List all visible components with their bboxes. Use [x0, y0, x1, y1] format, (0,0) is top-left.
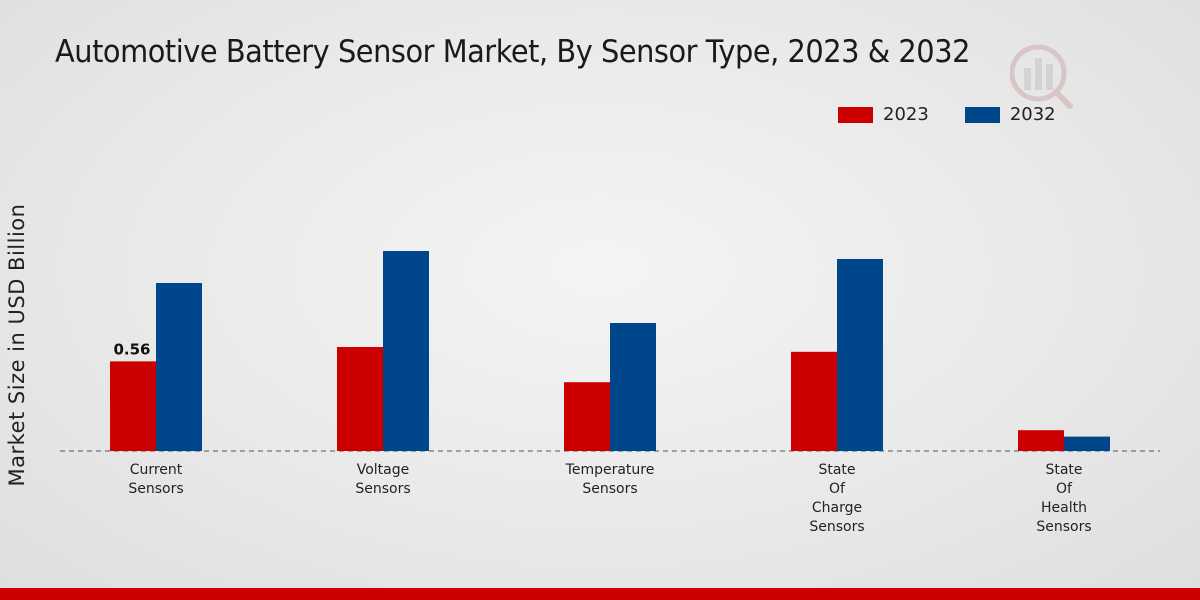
bar-2032-2[interactable] — [610, 323, 656, 451]
legend-item-2032[interactable]: 2032 — [964, 104, 1056, 125]
legend-swatch-2023 — [838, 106, 873, 123]
legend-label-2032: 2032 — [1009, 104, 1056, 125]
legend-item-2023[interactable]: 2023 — [838, 104, 929, 125]
bar-2023-0[interactable] — [110, 361, 156, 451]
x-tick-label-line: Charge — [812, 500, 862, 516]
watermark-logo-icon — [1010, 44, 1073, 109]
bar-2023-1[interactable] — [337, 347, 383, 451]
data-label: 0.56 — [113, 340, 150, 358]
x-tick-label-line: Sensors — [809, 519, 864, 535]
bar-2032-0[interactable] — [156, 283, 202, 451]
legend-label-2023: 2023 — [883, 104, 929, 125]
x-tick-label-line: Sensors — [128, 481, 183, 497]
bar-2032-3[interactable] — [837, 259, 883, 451]
x-tick-label-line: Of — [1056, 481, 1073, 497]
chart-legend: 2023 2032 — [838, 104, 1092, 125]
x-tick-label-current-sensors: Current Sensors — [128, 462, 183, 497]
x-tick-label-line: State — [818, 462, 855, 478]
legend-swatch-2032 — [964, 106, 1000, 123]
x-tick-label-line: Sensors — [582, 481, 637, 497]
bar-2032-1[interactable] — [383, 251, 429, 451]
x-tick-label-temperature-sensors: Temperature Sensors — [565, 462, 655, 497]
x-tick-label-line: Temperature — [565, 462, 655, 478]
x-tick-label-state-of-charge-sensors: State Of Charge Sensors — [809, 462, 864, 535]
footer-bar — [0, 588, 1200, 600]
bar-2023-4[interactable] — [1018, 430, 1064, 451]
bar-2032-4[interactable] — [1064, 436, 1110, 451]
x-tick-label-line: Current — [130, 462, 183, 478]
bar-2023-3[interactable] — [791, 351, 837, 451]
x-tick-label-line: Sensors — [1036, 519, 1091, 535]
x-tick-label-voltage-sensors: Voltage Sensors — [355, 462, 410, 497]
x-tick-label-line: Health — [1041, 500, 1087, 516]
x-tick-label-line: State — [1045, 462, 1082, 478]
x-tick-label-state-of-health-sensors: State Of Health Sensors — [1036, 462, 1091, 535]
bar-2023-2[interactable] — [564, 382, 610, 451]
x-tick-label-line: Sensors — [355, 481, 410, 497]
x-tick-label-line: Voltage — [357, 462, 410, 478]
x-tick-label-line: Of — [829, 481, 846, 497]
chart-title: Automotive Battery Sensor Market, By Sen… — [55, 34, 970, 70]
